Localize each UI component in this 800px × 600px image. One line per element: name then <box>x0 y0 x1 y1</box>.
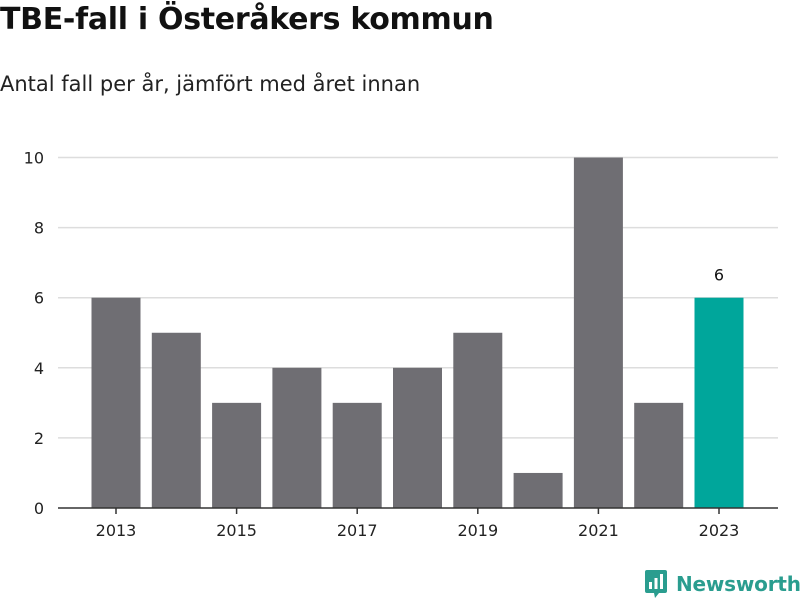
bar-2021 <box>573 157 623 508</box>
labels: 0 2 4 6 8 10 6 2013 2015 2017 2019 2021 2023 <box>24 149 740 540</box>
bar-2016 <box>272 367 322 508</box>
chart-title: TBE-fall i Österåkers kommun <box>0 2 494 37</box>
x-tick-label-2013: 2013 <box>96 521 137 540</box>
y-tick-label-8: 8 <box>34 219 44 238</box>
bar-2013 <box>91 297 141 508</box>
x-tick-label-2023: 2023 <box>699 521 740 540</box>
bar-2020 <box>513 472 563 508</box>
axes <box>58 507 778 514</box>
bar-2017 <box>332 402 382 508</box>
data-label-2023: 6 <box>714 266 724 285</box>
bar-2015 <box>212 402 262 508</box>
newsworthy-logo-icon <box>645 570 667 598</box>
x-tick-label-2019: 2019 <box>457 521 498 540</box>
newsworthy-brand: Newsworthy <box>644 569 800 599</box>
bar-2022 <box>634 402 684 508</box>
y-tick-label-2: 2 <box>34 429 44 448</box>
chart-subtitle: Antal fall per år, jämfört med året inna… <box>0 72 421 96</box>
y-tick-label-0: 0 <box>34 499 44 518</box>
y-tick-label-10: 10 <box>24 149 44 168</box>
bar-2019 <box>453 332 503 508</box>
x-tick-label-2017: 2017 <box>337 521 378 540</box>
y-tick-label-4: 4 <box>34 359 44 378</box>
bar-2018 <box>393 367 442 508</box>
x-tick-label-2021: 2021 <box>578 521 619 540</box>
brand-name: Newsworthy <box>676 572 800 596</box>
bar-2023 <box>694 297 744 508</box>
bar-2014 <box>151 332 201 508</box>
x-tick-label-2015: 2015 <box>216 521 257 540</box>
bars <box>91 157 744 508</box>
y-tick-label-6: 6 <box>34 289 44 308</box>
